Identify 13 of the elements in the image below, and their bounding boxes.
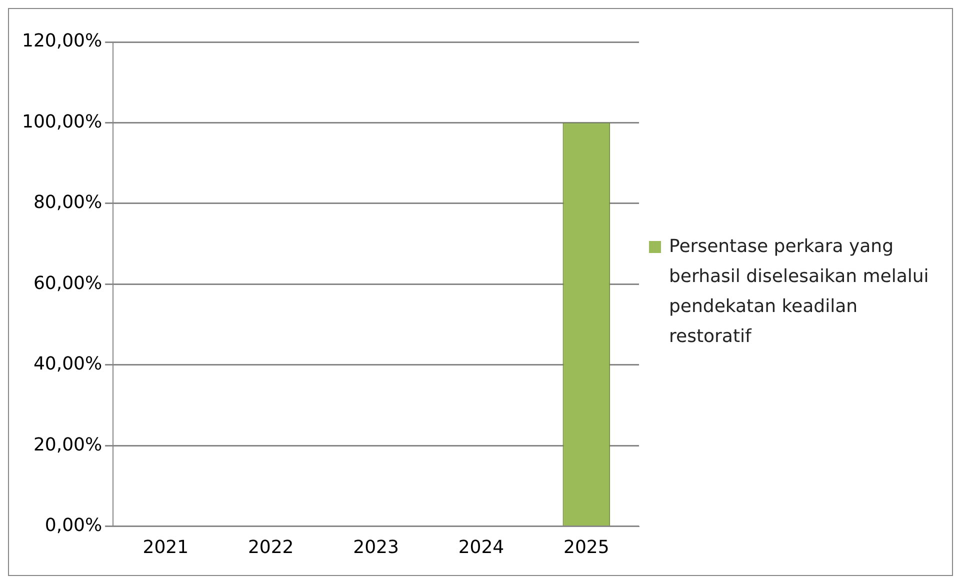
legend-label: Persentase perkara yang berhasil diselesaikan melalui pendekatan keadilan restoratif: [669, 235, 930, 349]
y-tick-label: 120,00%: [22, 30, 102, 52]
x-tick-label: 2021: [142, 536, 189, 558]
y-tick-label: 20,00%: [33, 434, 102, 456]
x-tick-label: 2024: [458, 536, 504, 558]
x-tick-label: 2025: [564, 536, 610, 558]
y-tick-label: 0,00%: [44, 515, 102, 536]
y-tick-label: 60,00%: [33, 272, 102, 294]
y-tick-label: 40,00%: [33, 354, 102, 375]
y-tick-label: 100,00%: [22, 111, 102, 132]
x-tick-label: 2023: [353, 536, 399, 558]
x-tick-label: 2022: [248, 536, 294, 558]
y-tick-label: 80,00%: [33, 192, 102, 214]
